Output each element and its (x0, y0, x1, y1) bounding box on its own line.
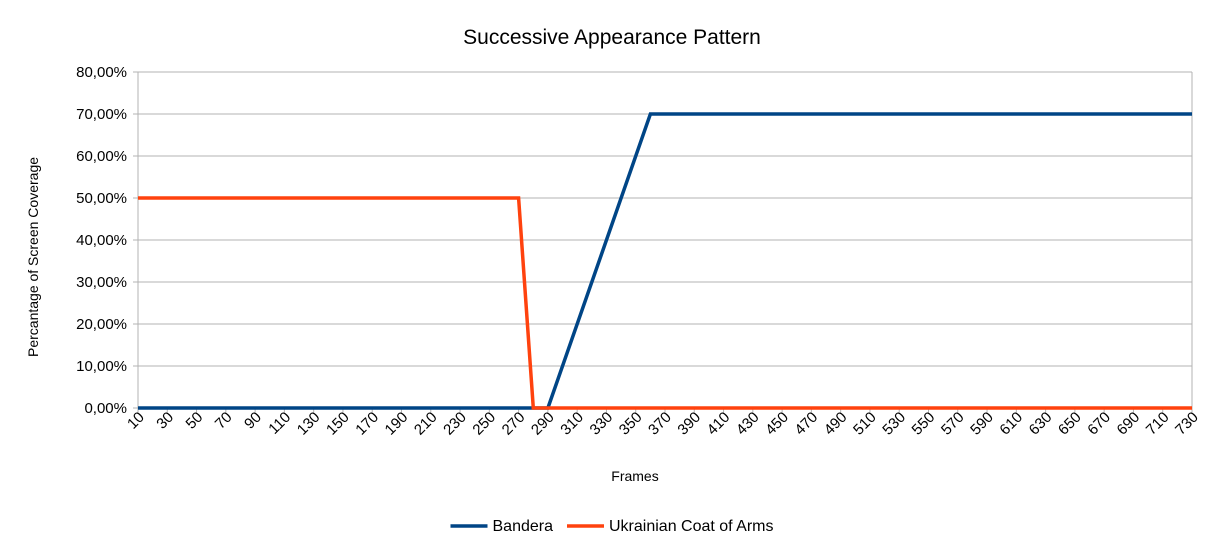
x-tick-label: 550 (909, 409, 939, 439)
x-tick-label: 290 (528, 409, 558, 439)
x-tick-label: 310 (557, 409, 587, 439)
x-tick-label: 430 (733, 409, 763, 439)
x-tick-label: 690 (1114, 409, 1144, 439)
x-tick-label: 450 (762, 409, 792, 439)
x-tick-label: 610 (996, 409, 1026, 439)
x-tick-label: 10 (124, 409, 148, 433)
x-tick-label: 230 (440, 409, 470, 439)
gridlines (133, 71, 1193, 409)
y-tick-label: 20,00% (76, 316, 127, 333)
x-tick-label: 70 (212, 409, 236, 433)
x-tick-label: 710 (1143, 409, 1173, 439)
y-tick-label: 80,00% (76, 64, 127, 81)
legend-label: Ukrainian Coat of Arms (609, 518, 774, 535)
x-tick-label: 570 (938, 409, 968, 439)
x-tick-label: 410 (704, 409, 734, 439)
x-tick-label: 670 (1084, 409, 1114, 439)
y-tick-label: 40,00% (76, 232, 127, 249)
legend-label: Bandera (493, 518, 554, 535)
x-axis-title: Frames (611, 468, 658, 484)
y-tick-label: 70,00% (76, 106, 127, 123)
x-tick-label: 250 (469, 409, 499, 439)
x-tick-label: 170 (352, 409, 382, 439)
x-tick-label: 150 (323, 409, 353, 439)
y-tick-label: 60,00% (76, 148, 127, 165)
x-tick-label: 210 (411, 409, 441, 439)
x-tick-label: 50 (183, 409, 207, 433)
x-tick-label: 730 (1172, 409, 1202, 439)
x-tick-label: 270 (499, 409, 529, 439)
x-tick-label: 190 (382, 409, 412, 439)
y-tick-label: 30,00% (76, 274, 127, 291)
series-lines (138, 112, 1192, 410)
x-tick-label: 110 (265, 409, 294, 438)
x-tick-label: 350 (616, 409, 646, 439)
x-tick-label: 510 (850, 409, 880, 439)
x-axis-ticks: 10 30 50 70 90 110 130 150 170 190 210 230 250 270 290… (124, 408, 1202, 439)
chart-title: Successive Appearance Pattern (463, 26, 761, 49)
x-tick-label: 470 (791, 409, 821, 439)
y-axis-title: Percantage of Screen Coverage (25, 157, 41, 357)
y-tick-label: 0,00% (84, 400, 127, 417)
x-tick-label: 130 (294, 409, 324, 439)
series-line-bandera (138, 112, 1192, 410)
series-line-ukrainian-coat-of-arms (138, 196, 1192, 410)
x-tick-label: 530 (879, 409, 909, 439)
x-tick-label: 650 (1055, 409, 1085, 439)
x-tick-label: 90 (241, 409, 265, 433)
legend-item: Bandera (450, 518, 554, 535)
x-tick-label: 390 (674, 409, 704, 439)
x-tick-label: 370 (645, 409, 675, 439)
x-tick-label: 590 (967, 409, 997, 439)
x-tick-label: 30 (153, 409, 177, 433)
legend: Bandera Ukrainian Coat of Arms (450, 518, 774, 535)
y-tick-label: 50,00% (76, 190, 127, 207)
x-tick-label: 490 (821, 409, 851, 439)
y-tick-label: 10,00% (76, 358, 127, 375)
y-axis-ticks: 0,00% 10,00% 20,00% 30,00% 40,00% 50,00% 60,00… (76, 64, 127, 417)
legend-item: Ukrainian Coat of Arms (567, 518, 774, 535)
x-tick-label: 330 (587, 409, 617, 439)
x-tick-label: 630 (1026, 409, 1056, 439)
